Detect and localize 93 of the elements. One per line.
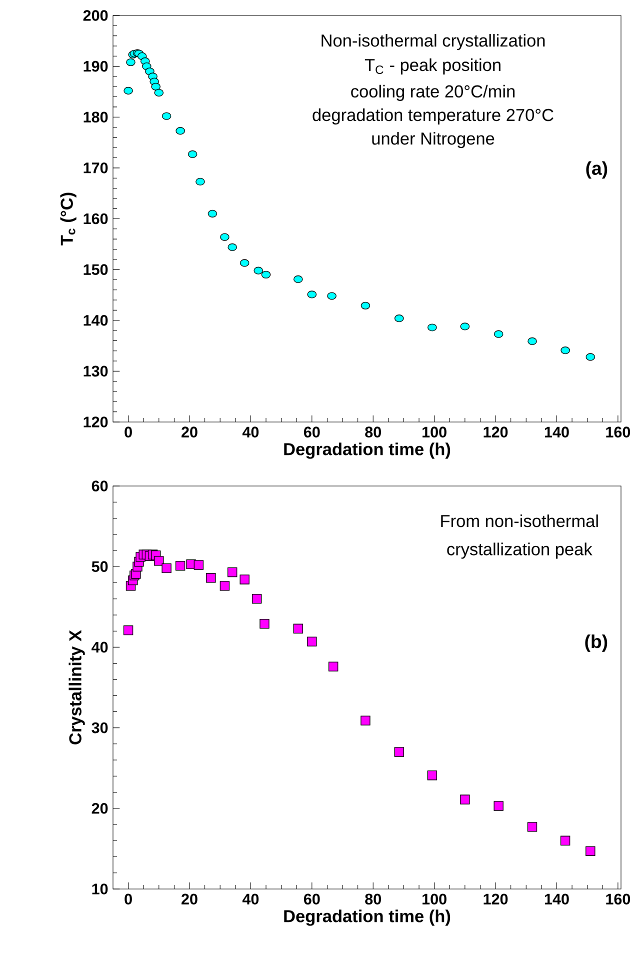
x-tick-label: 80 (365, 894, 381, 905)
point (460, 322, 470, 330)
y-tick-label: 180 (84, 112, 108, 123)
point (427, 770, 438, 780)
x-tick-label: 60 (304, 894, 320, 905)
point (151, 82, 160, 90)
point (228, 567, 238, 578)
x-axis-title: Degradation time (h) (284, 442, 450, 459)
point (261, 270, 271, 278)
point (560, 836, 570, 846)
point (208, 210, 218, 218)
point (123, 625, 134, 636)
point (586, 846, 596, 856)
point (175, 560, 186, 571)
point (220, 233, 230, 241)
y-tick-label: 60 (92, 480, 108, 492)
y-tick-label: 120 (84, 416, 108, 428)
x-tick-label: 40 (242, 426, 259, 438)
y-tick-label: 30 (92, 722, 108, 734)
point (327, 292, 336, 300)
annotation: degradation temperature 270°C (312, 108, 554, 125)
x-tick-label: 160 (606, 426, 630, 438)
x-tick-label: 20 (182, 426, 198, 438)
point (206, 573, 216, 583)
point (394, 747, 404, 757)
y-tick-label: 160 (84, 213, 108, 224)
x-tick-label: 140 (544, 426, 569, 438)
point (240, 259, 250, 267)
x-tick-label: 0 (124, 426, 132, 438)
x-tick-label: 40 (242, 894, 259, 905)
y-tick-label: 10 (92, 884, 108, 894)
point (560, 346, 570, 354)
point (154, 88, 164, 97)
point (527, 822, 538, 832)
y-axis-title: Crystallinity X (68, 630, 85, 744)
y-tick-label: 20 (92, 802, 108, 814)
point (294, 275, 303, 283)
y-tick-label: 170 (84, 162, 108, 174)
point (328, 662, 338, 672)
point (293, 624, 303, 634)
point (494, 801, 504, 811)
annotation: under Nitrogene (372, 132, 494, 148)
y-axis-title: T$_{c}$ (°C) (60, 192, 76, 246)
point (220, 581, 230, 591)
point (188, 150, 198, 158)
point (228, 243, 238, 251)
point (254, 266, 264, 274)
point (240, 574, 250, 584)
annotation: T$_{C}$ - peak position (364, 58, 500, 75)
point (360, 302, 370, 310)
y-tick-label: 130 (84, 366, 108, 377)
x-tick-label: 160 (606, 894, 630, 905)
point (460, 794, 470, 804)
y-tick-label: 140 (84, 314, 108, 326)
annotation: Non-isothermal crystallization (322, 34, 545, 50)
point (196, 178, 205, 186)
point (307, 636, 317, 646)
point (162, 112, 172, 120)
y-tick-label: 50 (92, 561, 108, 572)
x-tick-label: 60 (304, 426, 320, 438)
annotation: cooling rate 20°C/min (351, 84, 515, 101)
point (176, 127, 185, 135)
x-tick-label: 140 (544, 894, 569, 905)
point (307, 290, 317, 298)
point (360, 716, 370, 726)
annotation: From non-isothermal (441, 514, 598, 528)
point (260, 618, 270, 629)
point (586, 353, 596, 361)
x-tick-label: 120 (484, 894, 508, 905)
x-tick-label: 80 (365, 426, 381, 438)
point (126, 58, 136, 66)
annotation: crystallization peak (447, 542, 592, 559)
x-tick-label: 0 (124, 894, 132, 905)
point (494, 330, 504, 338)
point (528, 337, 537, 345)
y-tick-label: 200 (83, 10, 108, 21)
point (428, 324, 437, 332)
x-tick-label: 100 (422, 894, 446, 905)
y-tick-label: 150 (84, 264, 108, 275)
point (194, 560, 204, 570)
point (124, 86, 133, 94)
x-tick-label: 20 (182, 894, 198, 905)
point (162, 563, 172, 574)
x-tick-label: 120 (484, 426, 508, 438)
point (154, 556, 164, 566)
point (394, 314, 404, 322)
annotation: (b) (585, 634, 608, 652)
x-tick-label: 100 (422, 426, 446, 438)
y-tick-label: 190 (84, 60, 108, 72)
y-tick-label: 40 (92, 642, 108, 653)
x-axis-title: Degradation time (h) (284, 910, 450, 926)
annotation: (a) (586, 161, 608, 179)
point (252, 594, 262, 604)
